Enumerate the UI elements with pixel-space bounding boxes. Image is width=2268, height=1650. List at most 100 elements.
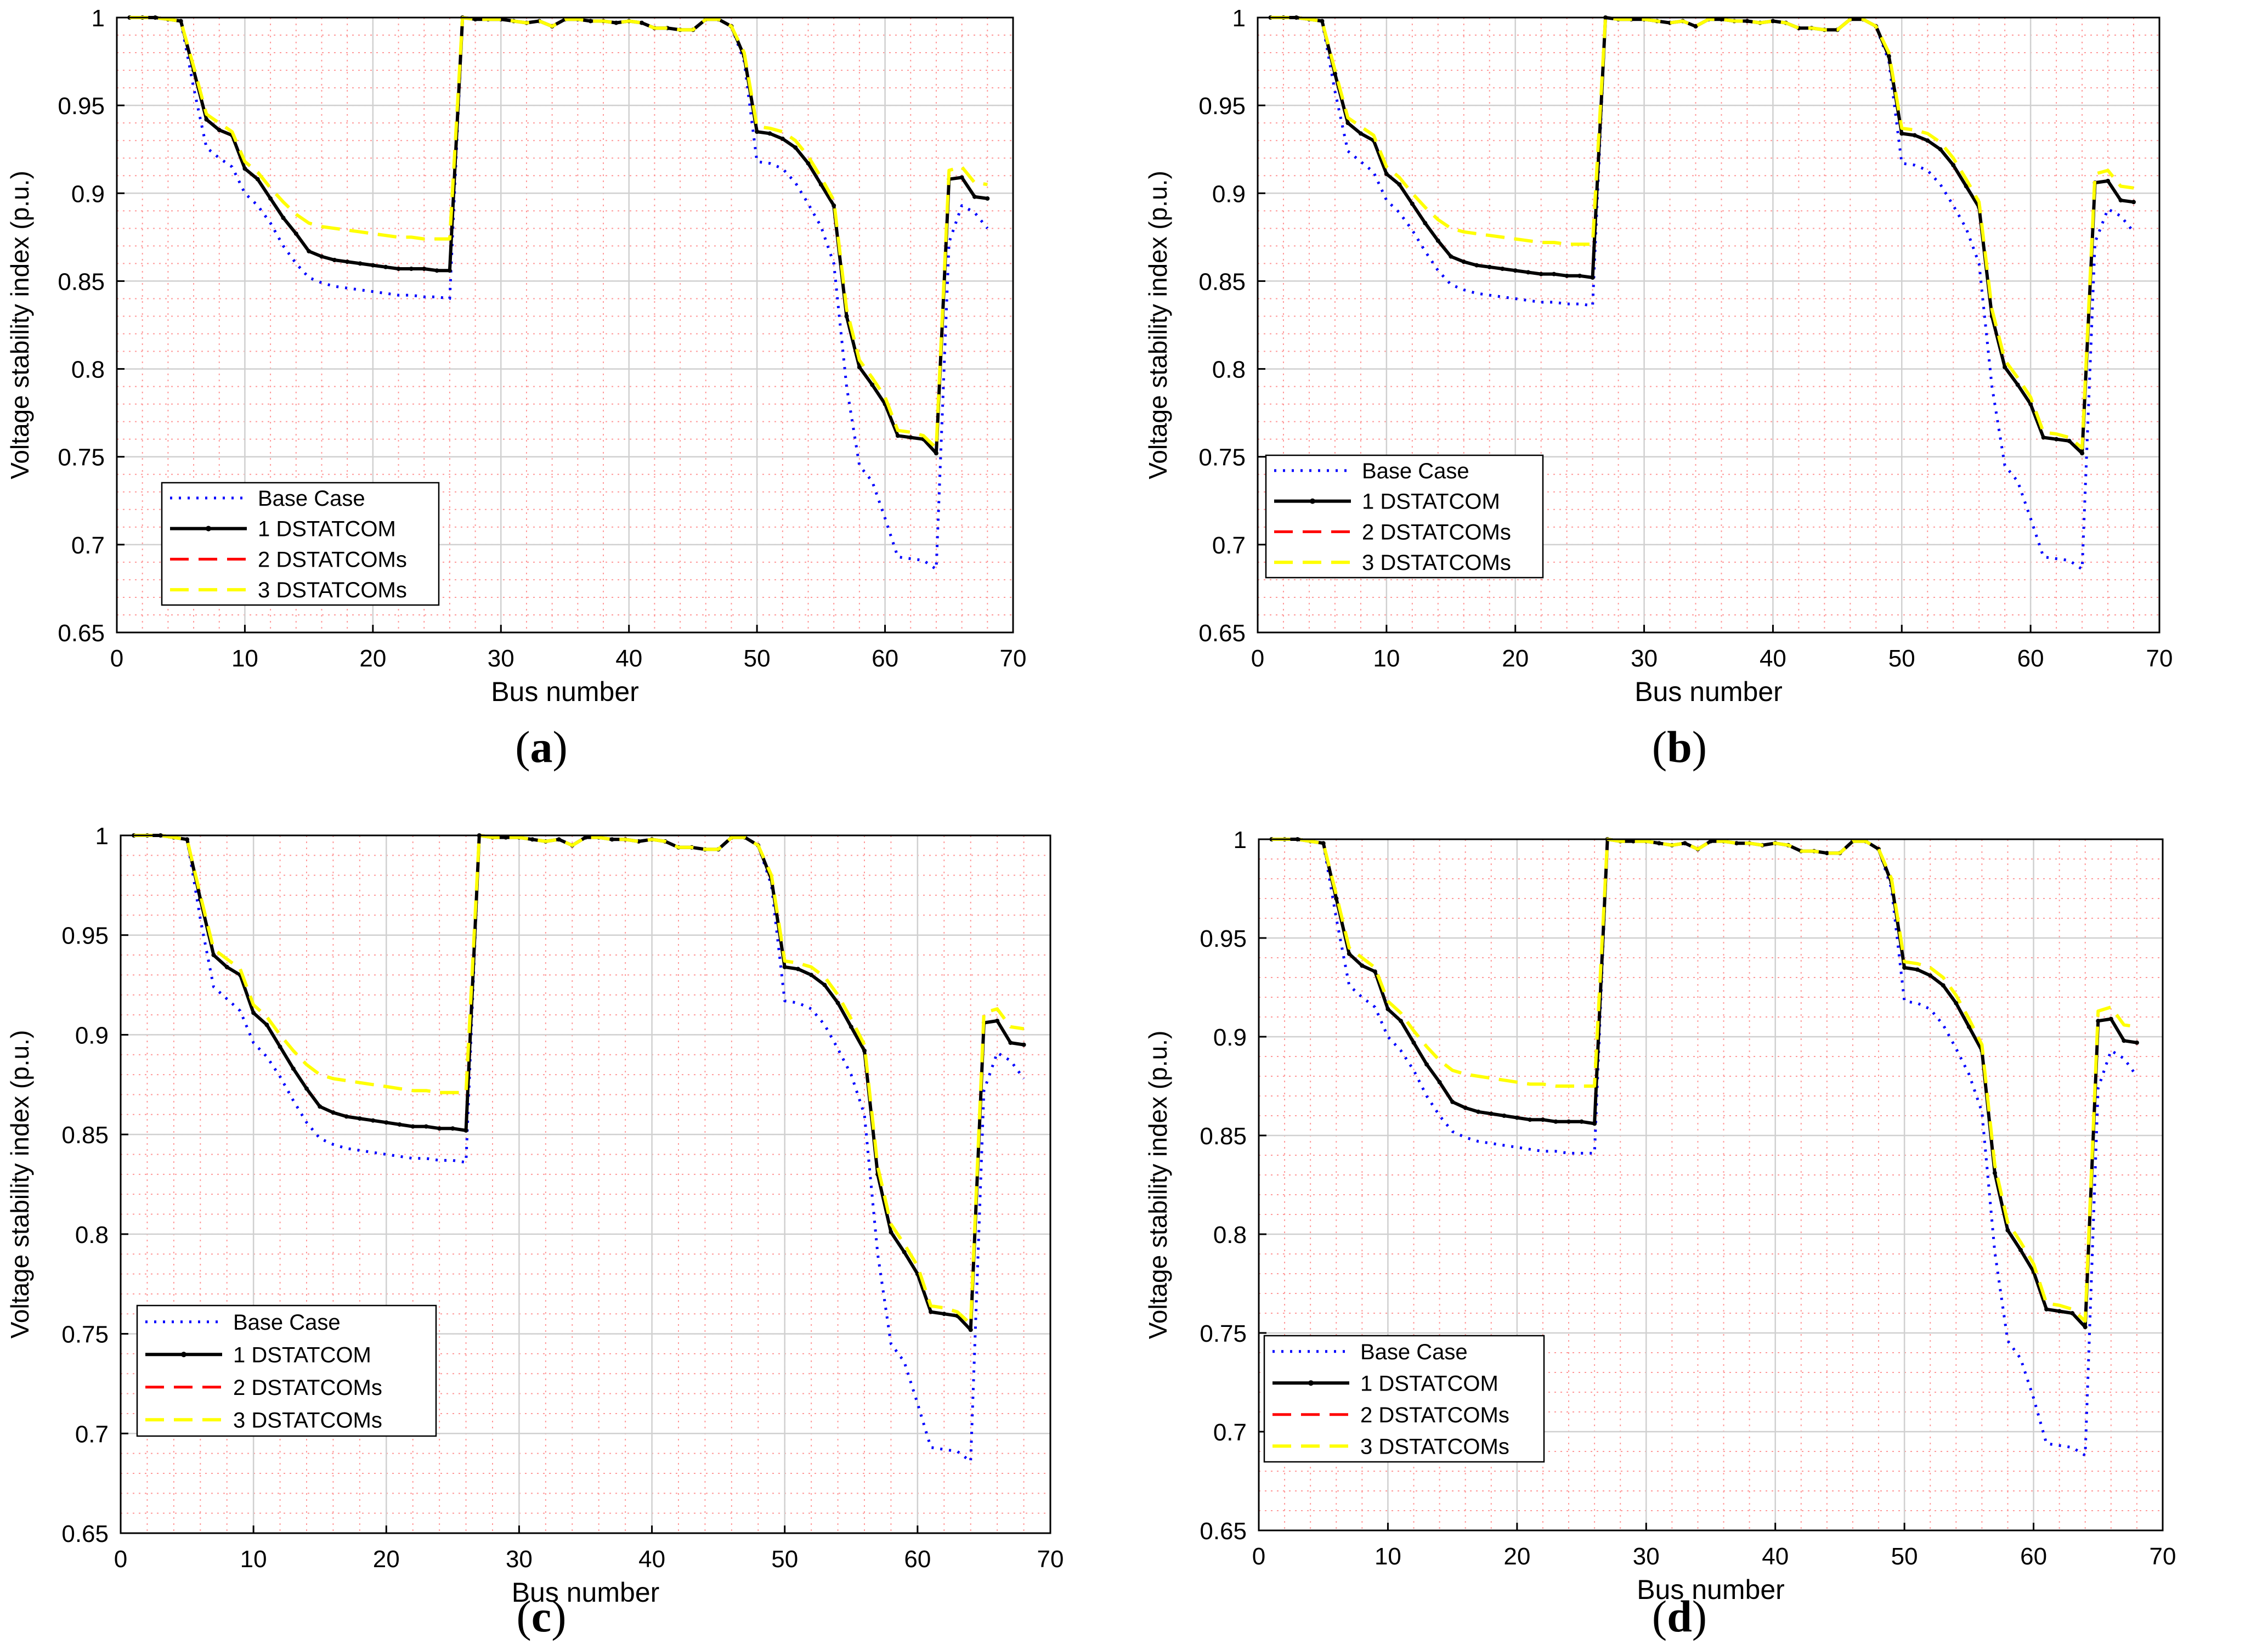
data-point-1-dstatcom [447, 268, 452, 273]
data-point-1-dstatcom [1577, 273, 1582, 278]
legend-label: 2 DSTATCOMs [1362, 520, 1511, 544]
caption-d: (d) [1651, 1591, 1707, 1641]
y-axis-label: Voltage stability index (p.u.) [5, 171, 34, 479]
data-point-1-dstatcom [383, 264, 388, 269]
data-point-1-dstatcom [1345, 121, 1350, 126]
legend-box [161, 482, 440, 606]
plot-area-frame [120, 834, 1051, 1534]
data-point-1-dstatcom [1656, 841, 1661, 846]
data-point-1-dstatcom [2096, 1019, 2101, 1024]
data-point-1-dstatcom [293, 231, 298, 236]
x-tick-label: 50 [744, 645, 771, 672]
y-tick-label: 1 [95, 823, 109, 850]
data-point-1-dstatcom [1320, 19, 1325, 24]
data-point-1-dstatcom [268, 196, 273, 201]
plot-area-frame [116, 16, 1014, 634]
series-line-3-dstatcoms [134, 834, 1025, 1326]
chart-panel-a: 0 10 20 30 40 50 60 70 0.65 0.7 0.75 0.8 0.85 0.9 0.95… [0, 0, 1130, 823]
x-tick-label: 70 [1000, 645, 1027, 672]
legend-marker [181, 1352, 186, 1358]
y-tick-label: 0.65 [1198, 620, 1246, 647]
data-point-1-dstatcom [2005, 1228, 2010, 1233]
legend-label: 1 DSTATCOM [1362, 490, 1500, 514]
data-point-1-dstatcom [1461, 259, 1466, 264]
data-point-1-dstatcom [968, 1327, 973, 1332]
legend-label: Base Case [1360, 1340, 1468, 1364]
data-point-1-dstatcom [1925, 138, 1930, 143]
data-point-1-dstatcom [291, 1066, 296, 1071]
data-point-1-dstatcom [409, 267, 414, 272]
data-point-1-dstatcom [959, 175, 964, 180]
data-point-1-dstatcom [795, 967, 800, 971]
series-line-2-dstatcoms [134, 834, 1024, 1325]
chart-panel-c: 0 10 20 30 40 50 60 70 0.65 0.7 0.75 0.8 0.85 0.9 0.95… [0, 820, 1130, 1643]
y-tick-label: 0.8 [75, 1222, 109, 1248]
y-tick-label: 1 [1232, 5, 1246, 32]
data-point-1-dstatcom [806, 161, 811, 166]
legend-marker [206, 525, 211, 532]
data-point-1-dstatcom [2028, 402, 2033, 406]
y-tick-label: 0.7 [75, 1421, 109, 1448]
x-tick-label: 30 [488, 645, 514, 672]
y-axis-label: Voltage stability index (p.u.) [1144, 171, 1172, 479]
series-line-3-dstatcoms [129, 16, 988, 450]
data-point-1-dstatcom [2118, 198, 2123, 203]
data-point-1-dstatcom [1487, 264, 1492, 269]
legend-label: 1 DSTATCOM [258, 517, 396, 541]
legend-label: Base Case [1362, 459, 1469, 483]
data-point-1-dstatcom [255, 177, 260, 182]
x-tick-label: 30 [1633, 1543, 1660, 1570]
data-point-1-dstatcom [862, 1048, 867, 1053]
data-point-1-dstatcom [204, 117, 209, 122]
data-point-1-dstatcom [2003, 365, 2007, 370]
x-tick-label: 30 [506, 1546, 533, 1573]
data-point-1-dstatcom [1008, 1040, 1013, 1045]
data-point-1-dstatcom [849, 1024, 853, 1029]
data-point-1-dstatcom [934, 451, 938, 456]
data-point-1-dstatcom [278, 1044, 282, 1049]
series-line-3-dstatcoms [1270, 16, 2134, 450]
y-tick-label: 0.9 [1213, 1024, 1247, 1051]
legend-label: 2 DSTATCOMs [233, 1376, 382, 1400]
data-point-1-dstatcom [224, 964, 229, 969]
y-tick-label: 0.75 [61, 1321, 109, 1348]
x-tick-label: 0 [1251, 645, 1264, 672]
y-tick-label: 0.8 [71, 357, 105, 383]
data-point-1-dstatcom [780, 136, 785, 141]
data-point-1-dstatcom [2106, 178, 2111, 183]
y-tick-label: 0.65 [61, 1521, 109, 1547]
data-point-1-dstatcom [767, 131, 772, 136]
data-point-1-dstatcom [1912, 133, 1917, 138]
data-point-1-dstatcom [2015, 382, 2020, 387]
data-point-1-dstatcom [251, 1010, 256, 1015]
data-point-1-dstatcom [2057, 1309, 2062, 1314]
data-point-1-dstatcom [2018, 1247, 2023, 1252]
data-point-1-dstatcom [583, 835, 588, 840]
data-point-1-dstatcom [1332, 71, 1337, 76]
x-tick-label: 40 [615, 645, 642, 672]
data-point-1-dstatcom [2122, 1038, 2126, 1043]
y-tick-label: 0.8 [1212, 357, 1246, 383]
data-point-1-dstatcom [1552, 272, 1557, 276]
data-point-1-dstatcom [1631, 839, 1636, 844]
data-point-1-dstatcom [609, 837, 614, 842]
data-point-1-dstatcom [2134, 1040, 2139, 1045]
data-point-1-dstatcom [1941, 983, 1945, 988]
x-tick-label: 60 [2020, 1543, 2047, 1570]
legend-label: 1 DSTATCOM [1360, 1371, 1498, 1395]
x-tick-label: 70 [2150, 1543, 2176, 1570]
data-point-1-dstatcom [1992, 1171, 1997, 1176]
data-point-1-dstatcom [908, 435, 913, 440]
data-point-1-dstatcom [1886, 54, 1891, 59]
y-tick-label: 1 [1234, 827, 1247, 854]
data-point-1-dstatcom [371, 1118, 376, 1123]
data-point-1-dstatcom [1384, 172, 1389, 177]
data-point-1-dstatcom [178, 19, 183, 24]
legend-label: 2 DSTATCOMs [258, 547, 407, 572]
data-point-1-dstatcom [1474, 263, 1479, 268]
data-point-1-dstatcom [370, 263, 375, 268]
legend-label: 3 DSTATCOMs [1362, 551, 1511, 575]
x-axis-label: Bus number [1634, 676, 1783, 707]
x-tick-label: 0 [114, 1546, 127, 1573]
legend-marker [1310, 498, 1315, 504]
